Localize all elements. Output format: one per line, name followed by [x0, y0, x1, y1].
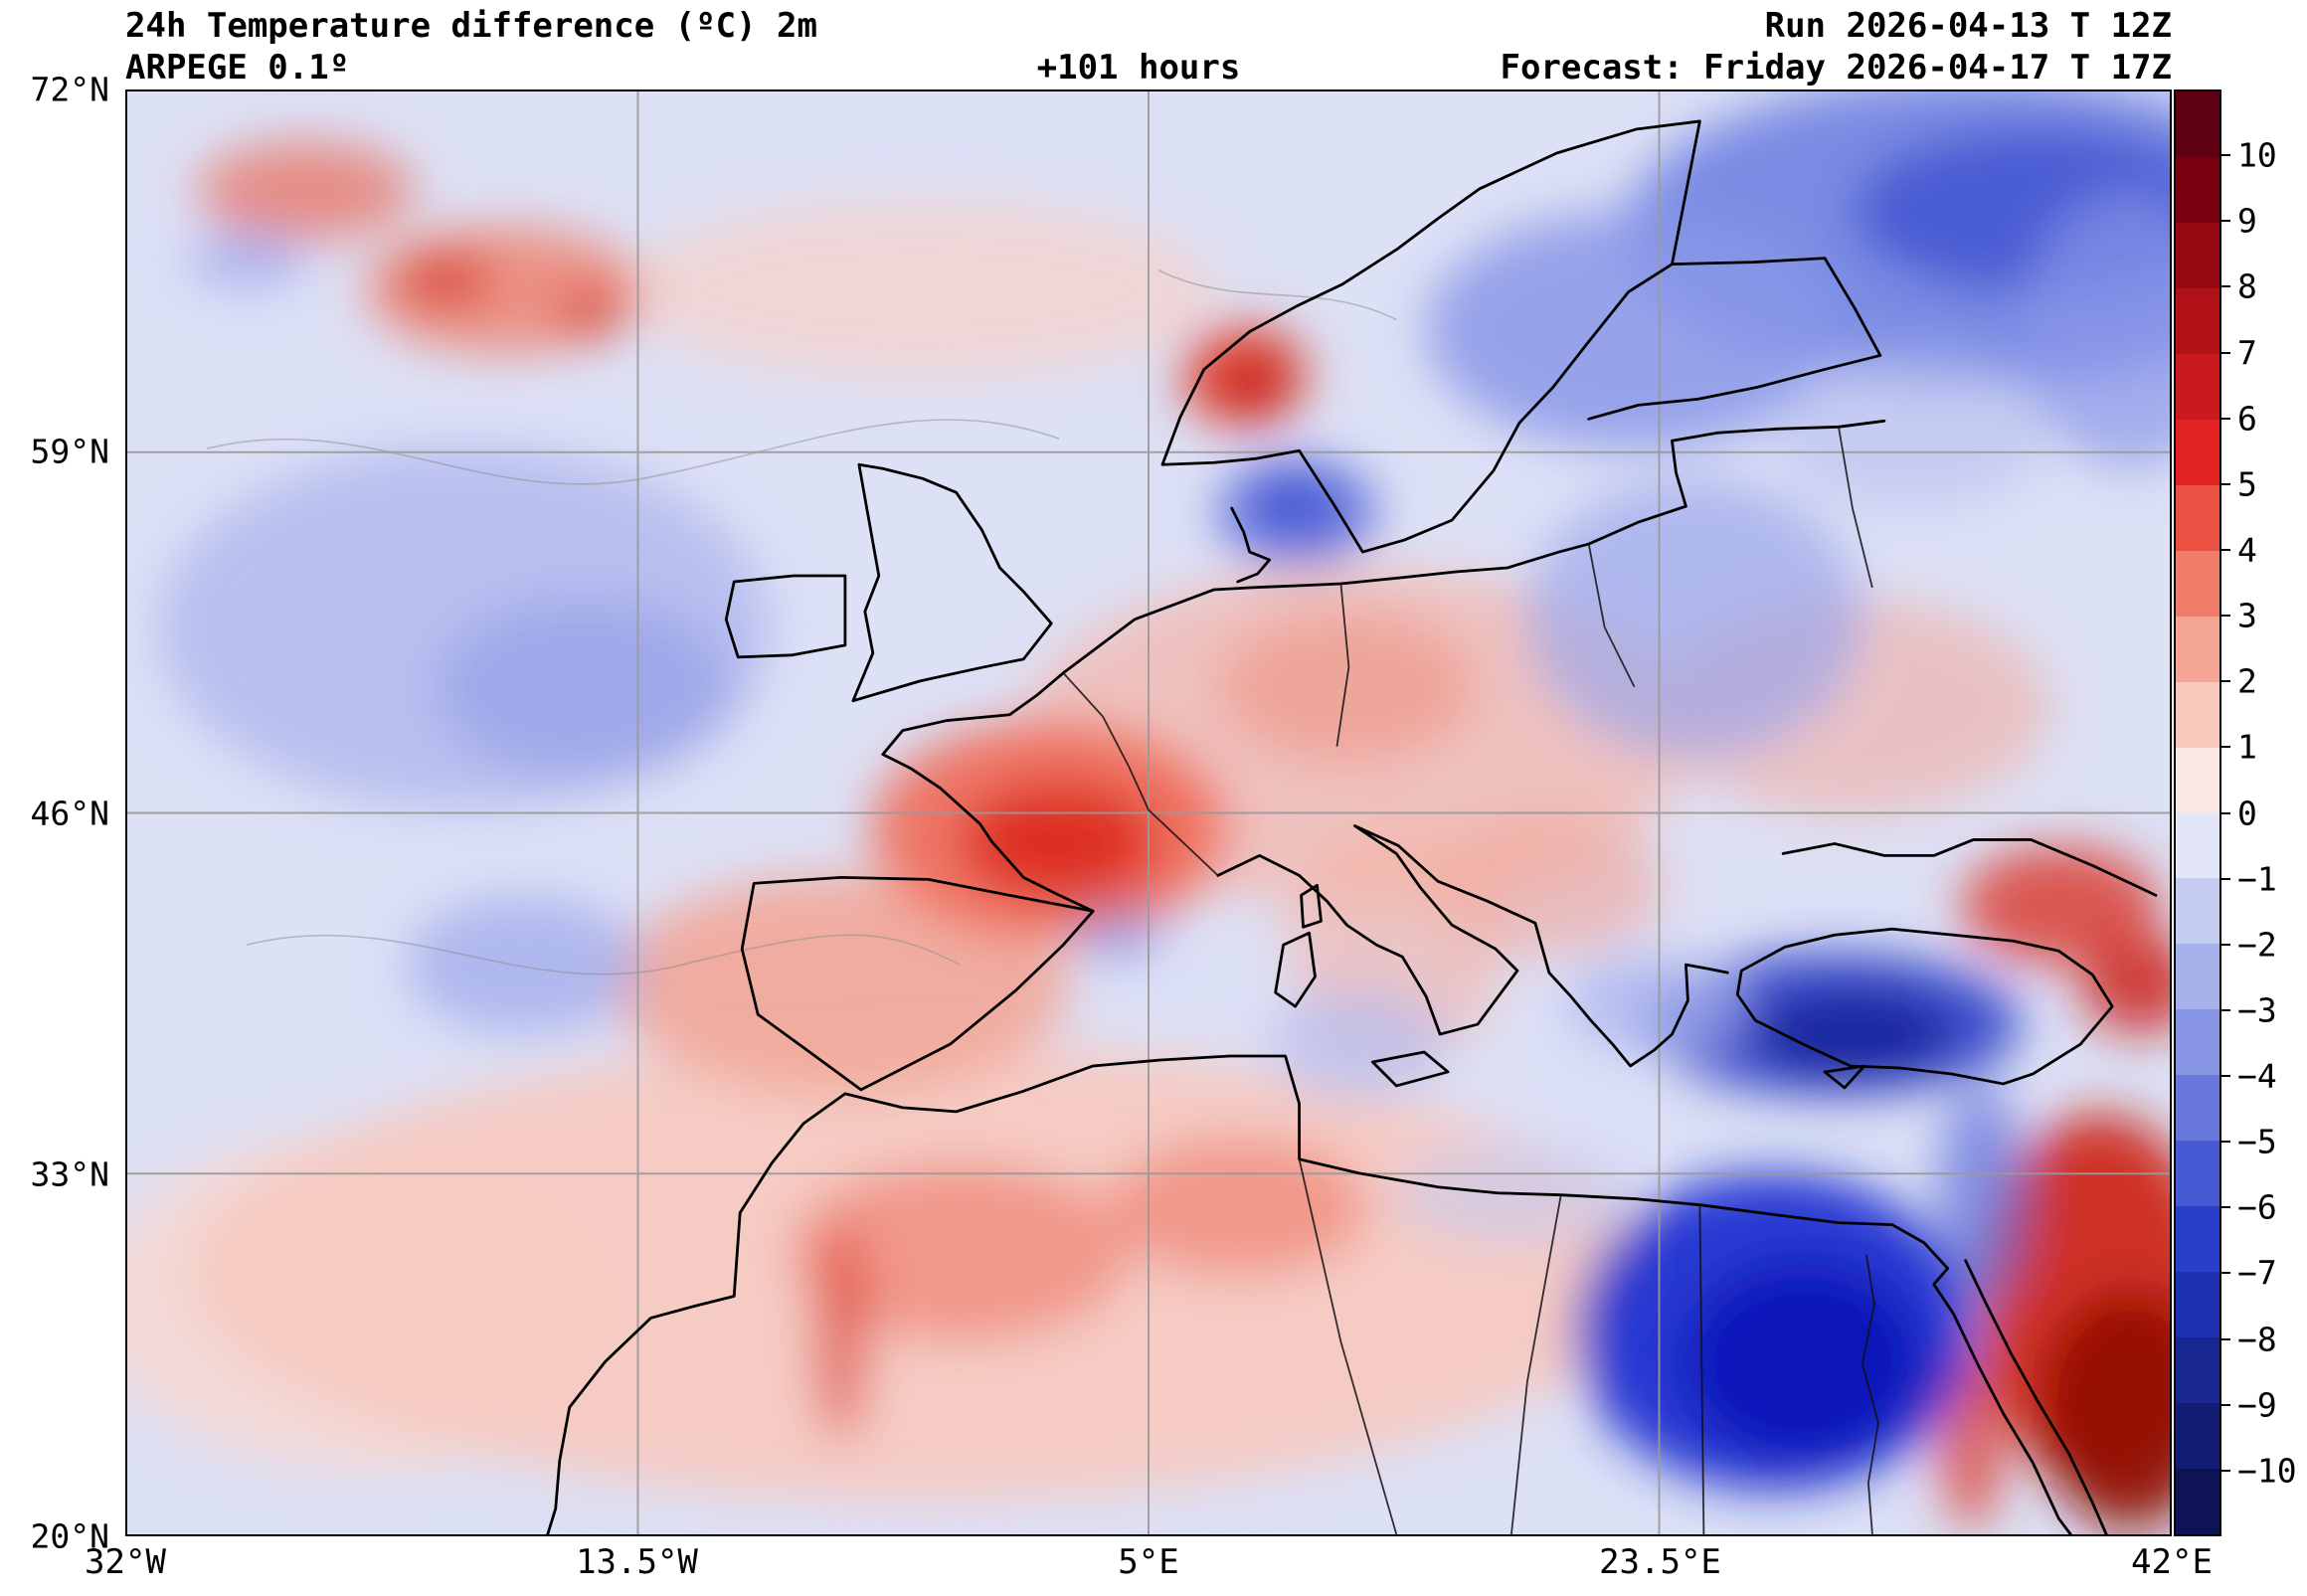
colorbar-tick-mark [2221, 351, 2230, 354]
colorbar-segment [2176, 91, 2219, 157]
colorbar-tick-label: 3 [2237, 596, 2257, 635]
graticule [127, 91, 2170, 1534]
colorbar-segment [2176, 550, 2219, 617]
colorbar-segment [2176, 1075, 2219, 1142]
colorbar-tick-mark [2221, 1403, 2230, 1406]
colorbar-tick-label: 7 [2237, 333, 2257, 373]
lon-tick-label: 13.5°W [576, 1542, 698, 1582]
country-borders [1062, 427, 1879, 1534]
colorbar-tick-label: 5 [2237, 464, 2257, 504]
colorbar-tick-label: −6 [2237, 1187, 2277, 1227]
colorbar-tick-mark [2221, 220, 2230, 223]
colorbar-tick-mark [2221, 417, 2230, 420]
figure-title: 24h Temperature difference (ºC) 2m [125, 6, 817, 46]
colorbar-tick-mark [2221, 1272, 2230, 1275]
map-canvas [125, 89, 2172, 1536]
colorbar-segment [2176, 353, 2219, 420]
lon-tick-label: 23.5°E [1599, 1542, 1721, 1582]
colorbar-tick-label: 9 [2237, 201, 2257, 241]
colorbar-tick-label: 8 [2237, 266, 2257, 306]
colorbar-tick-label: 6 [2237, 399, 2257, 439]
forecast-label: Forecast: Friday 2026-04-17 T 17Z [1500, 48, 2172, 88]
colorbar: 10 9 8 7 6 5 4 3 2 1 0 −1 −2 −3 −4 −5 −6 −7 −8 −9 −10 [2174, 89, 2307, 1536]
colorbar-tick-mark [2221, 285, 2230, 288]
colorbar-tick-mark [2221, 877, 2230, 880]
colorbar-segment [2176, 1337, 2219, 1404]
lat-tick-label: 72°N [30, 70, 109, 109]
model-label: ARPEGE 0.1º [125, 48, 350, 88]
colorbar-segment [2176, 616, 2219, 682]
colorbar-tick-mark [2221, 1141, 2230, 1144]
colorbar-segment [2176, 1272, 2219, 1338]
colorbar-tick-label: −1 [2237, 859, 2277, 899]
run-label: Run 2026-04-13 T 12Z [1764, 6, 2172, 46]
colorbar-tick-mark [2221, 1206, 2230, 1209]
colorbar-segment [2176, 1141, 2219, 1207]
colorbar-segment [2176, 419, 2219, 485]
colorbar-tick-mark [2221, 746, 2230, 749]
lon-tick-label: 5°E [1118, 1542, 1179, 1582]
colorbar-segment [2176, 747, 2219, 813]
colorbar-tick-label: 0 [2237, 794, 2257, 832]
colorbar-segment [2176, 156, 2219, 223]
colorbar-tick-label: 1 [2237, 727, 2257, 767]
colorbar-tick-label: 10 [2237, 135, 2277, 175]
lon-axis: 32°W 13.5°W 5°E 23.5°E 42°E [85, 1542, 2213, 1588]
colorbar-tick-label: −5 [2237, 1122, 2277, 1161]
contour-lines [206, 268, 1397, 975]
colorbar-segment [2176, 287, 2219, 354]
colorbar-segment [2176, 1469, 2219, 1534]
lon-tick-label: 32°W [85, 1542, 166, 1582]
colorbar-tick-mark [2221, 615, 2230, 618]
colorbar-segment [2176, 222, 2219, 288]
lat-tick-label: 46°N [30, 794, 109, 832]
colorbar-tick-mark [2221, 154, 2230, 157]
colorbar-segment [2176, 878, 2219, 945]
colorbar-tick-label: 2 [2237, 661, 2257, 701]
colorbar-tick-mark [2221, 482, 2230, 485]
colorbar-segment [2176, 944, 2219, 1010]
colorbar-tick-mark [2221, 548, 2230, 551]
lat-tick-label: 59°N [30, 432, 109, 471]
colorbar-tick-mark [2221, 680, 2230, 683]
colorbar-segment [2176, 1206, 2219, 1273]
temperature-field-map [127, 91, 2170, 1534]
colorbar-tick-label: −9 [2237, 1385, 2277, 1425]
colorbar-segment [2176, 812, 2219, 879]
lon-tick-label: 42°E [2131, 1542, 2213, 1582]
colorbar-segment [2176, 1403, 2219, 1470]
colorbar-tick-mark [2221, 1075, 2230, 1078]
lat-axis: 72°N 59°N 46°N 33°N 20°N [0, 71, 115, 1556]
colorbar-tick-label: −4 [2237, 1056, 2277, 1096]
coastlines [546, 119, 2158, 1534]
lat-tick-label: 33°N [30, 1154, 109, 1194]
colorbar-tick-label: −7 [2237, 1253, 2277, 1293]
colorbar-tick-mark [2221, 1337, 2230, 1340]
colorbar-tick-mark [2221, 1469, 2230, 1472]
colorbar-tick-label: −3 [2237, 990, 2277, 1030]
lat-tick-label: 20°N [30, 1516, 109, 1556]
colorbar-tick-mark [2221, 1008, 2230, 1011]
colorbar-tick-label: 4 [2237, 530, 2257, 570]
colorbar-tick-label: −8 [2237, 1320, 2277, 1359]
colorbar-segment [2176, 1009, 2219, 1076]
colorbar-segments [2174, 89, 2221, 1536]
colorbar-tick-mark [2221, 811, 2230, 814]
colorbar-segment [2176, 681, 2219, 748]
colorbar-tick-mark [2221, 943, 2230, 946]
colorbar-tick-label: −10 [2237, 1451, 2297, 1491]
colorbar-segment [2176, 484, 2219, 551]
colorbar-tick-label: −2 [2237, 925, 2277, 965]
lead-time-label: +101 hours [1036, 48, 1241, 88]
